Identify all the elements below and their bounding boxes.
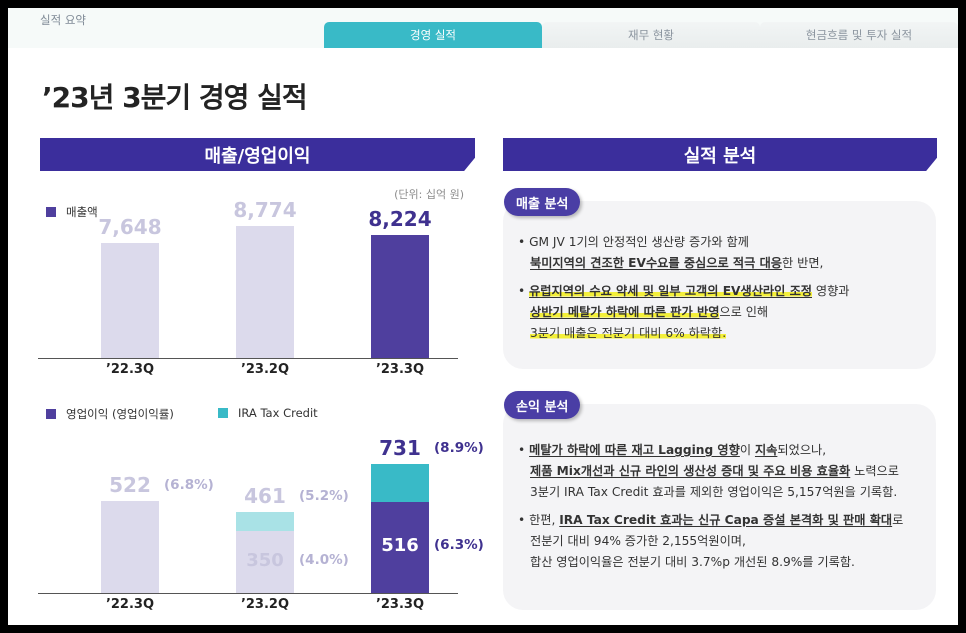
revenue-value-label: 8,774 (233, 198, 297, 223)
op-profit-bar (101, 500, 159, 593)
x-axis-line (38, 358, 458, 359)
unit-label: (단위: 십억 원) (394, 188, 464, 201)
legend-op-profit: 영업이익 (영업이익률) (46, 406, 174, 422)
operating-profit-chart: 영업이익 (영업이익률) IRA Tax Credit 522 (6.8%) ’22… (38, 396, 484, 616)
legend-ira: IRA Tax Credit (218, 406, 318, 420)
x-tick-label: ’22.3Q (105, 362, 155, 377)
op-total-value-label: 461 (244, 483, 286, 508)
pl-analysis-panel (503, 404, 936, 610)
sales-bullet-2-line-3: 3분기 매출은 전분기 대비 6% 하락함. (530, 326, 727, 340)
revenue-bar (371, 234, 429, 358)
sales-bullet-1-line-2: 북미지역의 견조한 EV수요를 중심으로 적극 대응한 반면, (530, 256, 824, 270)
ira-tax-credit-bar (236, 511, 294, 532)
op-base-margin-label: (4.0%) (299, 552, 349, 569)
legend-swatch-revenue (46, 207, 56, 217)
legend-swatch-op-profit (46, 409, 56, 419)
section-header-sales-op: 매출/영업이익 (40, 138, 475, 171)
sales-bullet-2-line-2: 상반기 메탈가 하락에 따른 판가 반영으로 인해 (530, 305, 769, 319)
op-total-value-label: 522 (109, 472, 151, 497)
pl-bullet-1-line-1: • 메탈가 하락에 따른 재고 Lagging 영향이 지속되었으나, (518, 443, 827, 457)
breadcrumb: 실적 요약 (40, 13, 86, 27)
section-header-analysis: 실적 분석 (503, 138, 937, 171)
op-base-value-label: 516 (381, 535, 419, 557)
tab-cashflow-investment[interactable]: 현금흐름 및 투자 실적 (760, 22, 958, 48)
page-title: ’23년 3분기 경영 실적 (42, 81, 308, 114)
revenue-value-label: 7,648 (98, 215, 162, 240)
x-tick-label: ’23.3Q (375, 362, 425, 377)
legend-label-revenue: 매출액 (66, 205, 98, 219)
sales-analysis-pill: 매출 분석 (504, 188, 581, 216)
legend-label-op-profit: 영업이익 (영업이익률) (66, 407, 174, 421)
op-total-margin-label: (6.8%) (164, 476, 214, 493)
op-base-value-label: 350 (246, 550, 284, 572)
x-tick-label: ’23.2Q (240, 597, 290, 612)
revenue-bar (236, 226, 294, 358)
revenue-value-label: 8,224 (368, 206, 432, 231)
tab-management-performance[interactable]: 경영 실적 (324, 22, 542, 48)
pl-bullet-1-line-2: 제품 Mix개선과 신규 라인의 생산성 증대 및 주요 비용 효율화 노력으로 (530, 464, 899, 478)
ira-tax-credit-bar (371, 464, 429, 502)
tab-financial-status[interactable]: 재무 현황 (542, 22, 760, 48)
slide: 실적 요약 경영 실적 재무 현황 현금흐름 및 투자 실적 ’23년 3분기 … (8, 8, 958, 625)
x-tick-label: ’23.3Q (375, 597, 425, 612)
op-total-margin-label: (8.9%) (434, 440, 484, 456)
x-axis-line (38, 593, 458, 594)
revenue-bar (101, 243, 159, 358)
pl-bullet-1-line-3: 3분기 IRA Tax Credit 효과를 제외한 영업이익은 5,157억원… (530, 485, 898, 499)
x-tick-label: ’23.2Q (240, 362, 290, 377)
op-base-margin-label: (6.3%) (434, 537, 484, 554)
op-profit-bar (236, 531, 294, 593)
revenue-chart: (단위: 십억 원) 매출액 7,648 ’22.3Q 8,774 ’23.2Q 8,2… (38, 186, 474, 377)
sales-bullet-1-line-1: • GM JV 1기의 안정적인 생산량 증가와 함께 (518, 235, 749, 249)
pl-bullet-2-line-3: 합산 영업이익율은 전분기 대비 3.7%p 개선된 8.9%를 기록함. (530, 555, 855, 569)
x-tick-label: ’22.3Q (105, 597, 155, 612)
sales-bullet-2-line-1: • 유럽지역의 수요 약세 및 일부 고객의 EV생산라인 조정 영향과 (518, 284, 850, 298)
top-bar: 실적 요약 경영 실적 재무 현황 현금흐름 및 투자 실적 (8, 8, 958, 48)
op-total-value-label: 731 (379, 436, 421, 460)
legend-label-ira: IRA Tax Credit (238, 406, 318, 420)
legend-swatch-ira (218, 408, 228, 418)
legend-revenue: 매출액 (46, 204, 98, 220)
pl-bullet-2-line-1: • 한편, IRA Tax Credit 효과는 신규 Capa 증설 본격화 … (518, 513, 904, 527)
pl-analysis-pill: 손익 분석 (504, 391, 581, 419)
op-total-margin-label: (5.2%) (299, 487, 349, 504)
pl-bullet-2-line-2: 전분기 대비 94% 증가한 2,155억원이며, (530, 534, 746, 548)
op-profit-bar (371, 501, 429, 593)
